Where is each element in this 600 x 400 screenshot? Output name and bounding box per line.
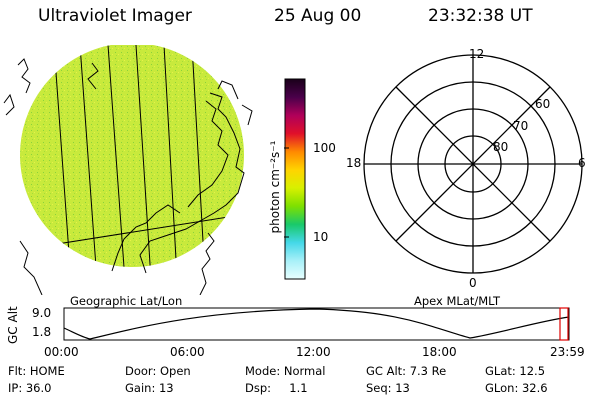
altitude-tick-9: 9.0 <box>32 306 52 320</box>
colorbar-units-label: photon cm⁻²s⁻¹ <box>268 140 282 234</box>
status-flight: Flt: HOME <box>8 364 65 378</box>
colorbar-tick-10: 10 <box>313 230 329 244</box>
altitude-tick-1: 1.8 <box>32 325 52 339</box>
current-time-marker <box>559 307 569 341</box>
geographic-map <box>3 45 253 295</box>
color-scale-bar <box>284 78 306 280</box>
polar-plot <box>363 54 583 274</box>
earth-disk <box>20 45 244 267</box>
time-tick-2359: 23:59 <box>550 345 585 359</box>
time-tick-0000: 00:00 <box>44 345 79 359</box>
altitude-plot <box>63 307 570 341</box>
status-glat: GLat: 12.5 <box>485 364 546 378</box>
time-tick-0600: 06:00 <box>170 345 205 359</box>
mlt-label-0: 0 <box>469 276 477 290</box>
mlat-label-80: 80 <box>493 140 509 154</box>
status-gain: Gain: 13 <box>125 381 174 395</box>
observation-time: 23:32:38 UT <box>428 6 533 26</box>
status-dsp: Dsp: 1.1 <box>245 381 308 395</box>
status-door: Door: Open <box>125 364 191 378</box>
status-ip: IP: 36.0 <box>8 381 52 395</box>
status-seq: Seq: 13 <box>366 381 410 395</box>
instrument-title: Ultraviolet Imager <box>38 6 192 26</box>
status-glon: GLon: 32.6 <box>485 381 548 395</box>
altitude-axis-label: GC Alt <box>6 306 20 344</box>
status-mode: Mode: Normal <box>245 364 326 378</box>
altitude-curve <box>63 308 570 340</box>
colorbar-tick-100: 100 <box>313 141 336 155</box>
mlt-label-6: 6 <box>578 156 586 170</box>
mlt-label-18: 18 <box>346 156 362 170</box>
time-tick-1200: 12:00 <box>296 345 331 359</box>
status-gc-alt: GC Alt: 7.3 Re <box>366 364 447 378</box>
mlat-label-70: 70 <box>513 119 529 133</box>
observation-date: 25 Aug 00 <box>274 6 362 26</box>
mlat-label-60: 60 <box>535 97 551 111</box>
polar-plot-title: Apex MLat/MLT <box>414 294 501 308</box>
geo-map-title: Geographic Lat/Lon <box>70 294 183 308</box>
mlt-label-12: 12 <box>469 47 485 61</box>
time-tick-1800: 18:00 <box>422 345 457 359</box>
